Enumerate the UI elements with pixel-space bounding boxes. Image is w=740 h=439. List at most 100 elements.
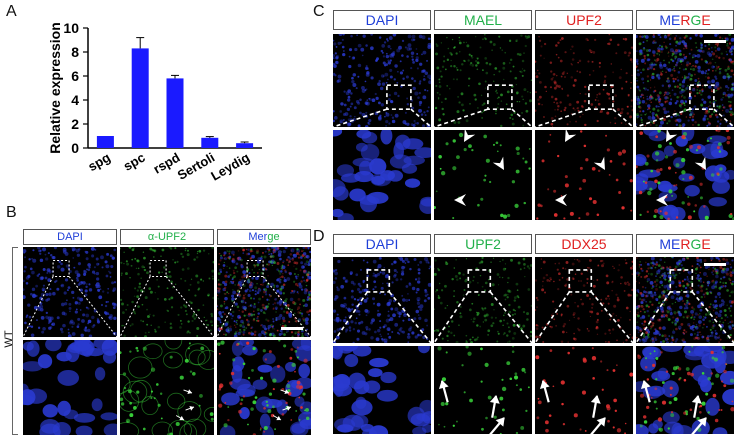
zoom-merge-image (636, 346, 734, 434)
arrow-marker (454, 194, 466, 206)
zoom-guide-line (217, 276, 248, 337)
panel-label-d: D (313, 228, 325, 245)
zoom-guide-line (511, 108, 532, 127)
channel-header: UPF2 (434, 234, 532, 254)
zoom-region-box (246, 260, 264, 277)
header-text-part: G (690, 12, 702, 28)
overview-merge-image (636, 257, 734, 343)
zoom-guide-line (434, 291, 469, 343)
header-text-part: ME (659, 236, 681, 252)
zoom-region-box (386, 84, 412, 110)
channel-header: DAPI (23, 229, 117, 245)
zoom-green-image (120, 340, 214, 435)
arrow-marker (691, 417, 707, 434)
header-text-part: R (680, 236, 691, 252)
arrow-marker (183, 389, 193, 394)
header-text-part: E (701, 12, 711, 28)
x-tick-label: spc (121, 150, 148, 174)
header-text-part: E (701, 236, 711, 252)
arrow-marker (489, 395, 500, 418)
arrow-marker (694, 156, 706, 170)
zoom-guide-line (535, 291, 570, 343)
zoom-merge-image (217, 340, 311, 435)
overview-dapi-image (23, 247, 117, 337)
overview-dapi-image (333, 34, 431, 127)
bar-rspd (166, 78, 184, 148)
zoom-guide-line (23, 276, 54, 337)
bar-spc (131, 48, 149, 148)
channel-header: DDX25 (535, 234, 633, 254)
zoom-dapi-image (333, 346, 431, 434)
bar-leydig (236, 143, 254, 148)
zoom-region-box (52, 260, 70, 277)
overview-dapi-image (333, 257, 431, 343)
arrow-marker (185, 406, 195, 411)
zoom-guide-line (612, 108, 633, 127)
channel-header: DAPI (333, 10, 431, 30)
channel-header: DAPI (333, 234, 431, 254)
arrow-marker (590, 395, 601, 418)
channel-header: Mer ge (217, 229, 311, 245)
panel-label-b: B (6, 204, 17, 221)
header-text-part: ME (659, 12, 681, 28)
y-tick-label: 0 (71, 140, 79, 156)
arrow-marker (555, 194, 567, 206)
zoom-guide-line (410, 108, 431, 127)
header-text-part: Mer (248, 231, 268, 243)
panel-label-c: C (313, 3, 325, 20)
header-text-part: ge (267, 231, 280, 243)
y-tick-label: 6 (71, 68, 79, 84)
bar-spg (96, 136, 114, 148)
zoom-region-box (487, 84, 513, 110)
zoom-guide-line (165, 276, 214, 337)
scale-bar (281, 327, 303, 330)
y-tick-label: 10 (63, 20, 79, 36)
header-text-part: R (680, 12, 691, 28)
zoom-guide-line (333, 291, 368, 343)
channel-header: MAEL (434, 10, 532, 30)
zoom-guide-line (388, 291, 431, 343)
x-tick-label: Sertoli (175, 150, 218, 183)
channel-header: α-UPF2 (120, 229, 214, 245)
row-bracket (12, 247, 18, 435)
scale-bar (704, 263, 726, 266)
scale-bar (704, 40, 726, 43)
panel-label-a: A (6, 3, 17, 20)
zoom-guide-line (691, 291, 734, 343)
zoom-guide-line (333, 108, 388, 127)
x-tick-label: spg (85, 150, 113, 175)
zoom-guide-line (262, 276, 311, 337)
arrow-marker (282, 406, 292, 411)
row-label-wt: WT (3, 330, 15, 348)
arrow-marker (175, 415, 185, 421)
zoom-guide-line (489, 291, 532, 343)
zoom-dapi-image (333, 130, 431, 220)
zoom-region-box (568, 269, 593, 293)
zoom-region-box (149, 260, 167, 277)
arrow-marker (691, 395, 702, 418)
overview-red-image (535, 34, 633, 127)
zoom-region-box (467, 269, 492, 293)
zoom-region-box (588, 84, 614, 110)
y-tick-label: 4 (71, 92, 79, 108)
zoom-region-box (669, 269, 694, 293)
overview-red-image (535, 257, 633, 343)
arrow-marker (593, 156, 605, 170)
arrow-marker (464, 130, 476, 142)
overview-green-image (434, 34, 532, 127)
zoom-guide-line (636, 108, 691, 127)
header-text-part: G (690, 236, 702, 252)
y-tick-label: 2 (71, 116, 79, 132)
zoom-region-box (689, 84, 715, 110)
channel-header: ME R G E (636, 234, 734, 254)
zoom-guide-line (68, 276, 117, 337)
zoom-region-box (366, 269, 391, 293)
zoom-red-image (535, 346, 633, 434)
arrow-marker (492, 156, 504, 170)
overview-merge-image (636, 34, 734, 127)
arrow-marker (280, 389, 290, 394)
overview-green-image (434, 257, 532, 343)
zoom-merge-image (636, 130, 734, 220)
zoom-guide-line (590, 291, 633, 343)
